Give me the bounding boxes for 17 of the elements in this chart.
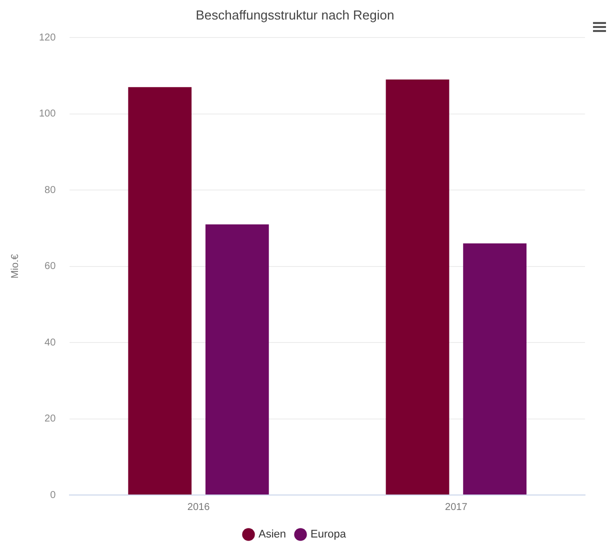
legend-label: Europa [310,528,347,541]
y-tick-label: 100 [38,108,56,120]
y-axis-title: Mio.€ [10,254,21,279]
y-tick-label: 60 [44,261,56,272]
x-tick-label: 2017 [445,502,468,513]
y-tick-label: 20 [44,414,56,425]
y-tick-label: 40 [44,337,56,348]
y-tick-label: 0 [50,490,56,501]
y-tick-label: 120 [38,32,56,44]
bar [463,243,527,494]
bar [386,80,450,494]
x-tick-label: 2016 [187,502,210,513]
bar [205,224,269,494]
chart-title: Beschaffungsstruktur nach Region [196,7,394,22]
y-tick-label: 80 [44,184,56,196]
legend-label: Asien [258,528,286,541]
bar [128,87,192,494]
